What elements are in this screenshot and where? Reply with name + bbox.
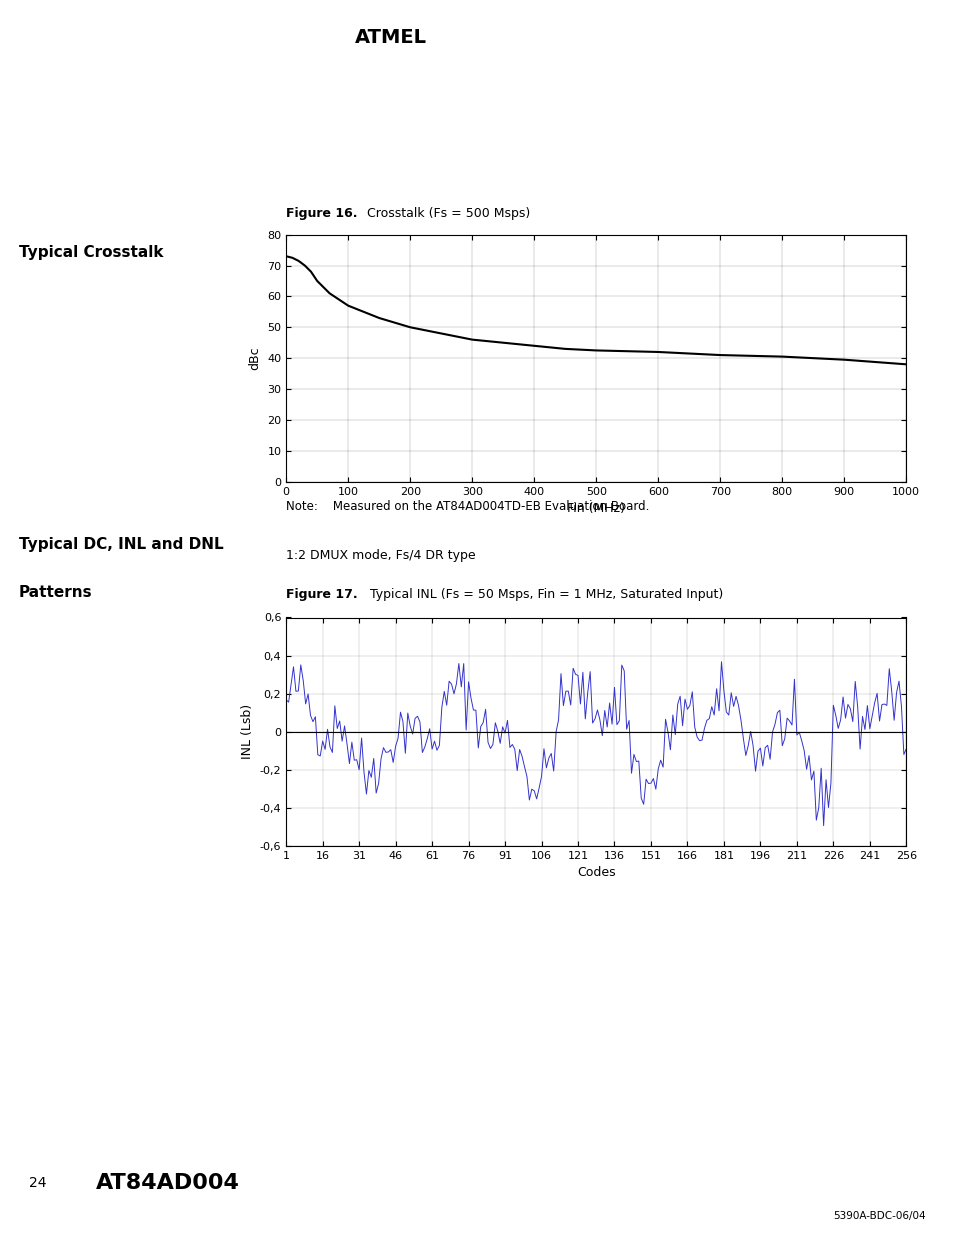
Text: 1:2 DMUX mode, Fs/4 DR type: 1:2 DMUX mode, Fs/4 DR type [286, 548, 476, 562]
Text: Typical DC, INL and DNL: Typical DC, INL and DNL [19, 537, 223, 552]
X-axis label: Fin (MHz): Fin (MHz) [567, 503, 624, 515]
Text: Figure 17.: Figure 17. [286, 588, 357, 600]
Text: Typical Crosstalk: Typical Crosstalk [19, 245, 163, 259]
Text: 24: 24 [29, 1176, 46, 1189]
Text: Crosstalk (Fs = 500 Msps): Crosstalk (Fs = 500 Msps) [366, 206, 530, 220]
Text: Note:    Measured on the AT84AD004TD-EB Evaluation Board.: Note: Measured on the AT84AD004TD-EB Eva… [286, 500, 649, 513]
Text: Patterns: Patterns [19, 585, 92, 600]
Y-axis label: dBc: dBc [249, 346, 261, 370]
Text: 5390A-BDC-06/04: 5390A-BDC-06/04 [832, 1212, 924, 1221]
Y-axis label: INL (Lsb): INL (Lsb) [241, 704, 253, 760]
Text: Figure 16.: Figure 16. [286, 206, 357, 220]
Text: ATMEL: ATMEL [355, 27, 427, 47]
Text: AT84AD004: AT84AD004 [95, 1172, 239, 1193]
Text: Typical INL (Fs = 50 Msps, Fin = 1 MHz, Saturated Input): Typical INL (Fs = 50 Msps, Fin = 1 MHz, … [370, 588, 722, 600]
X-axis label: Codes: Codes [577, 867, 615, 879]
